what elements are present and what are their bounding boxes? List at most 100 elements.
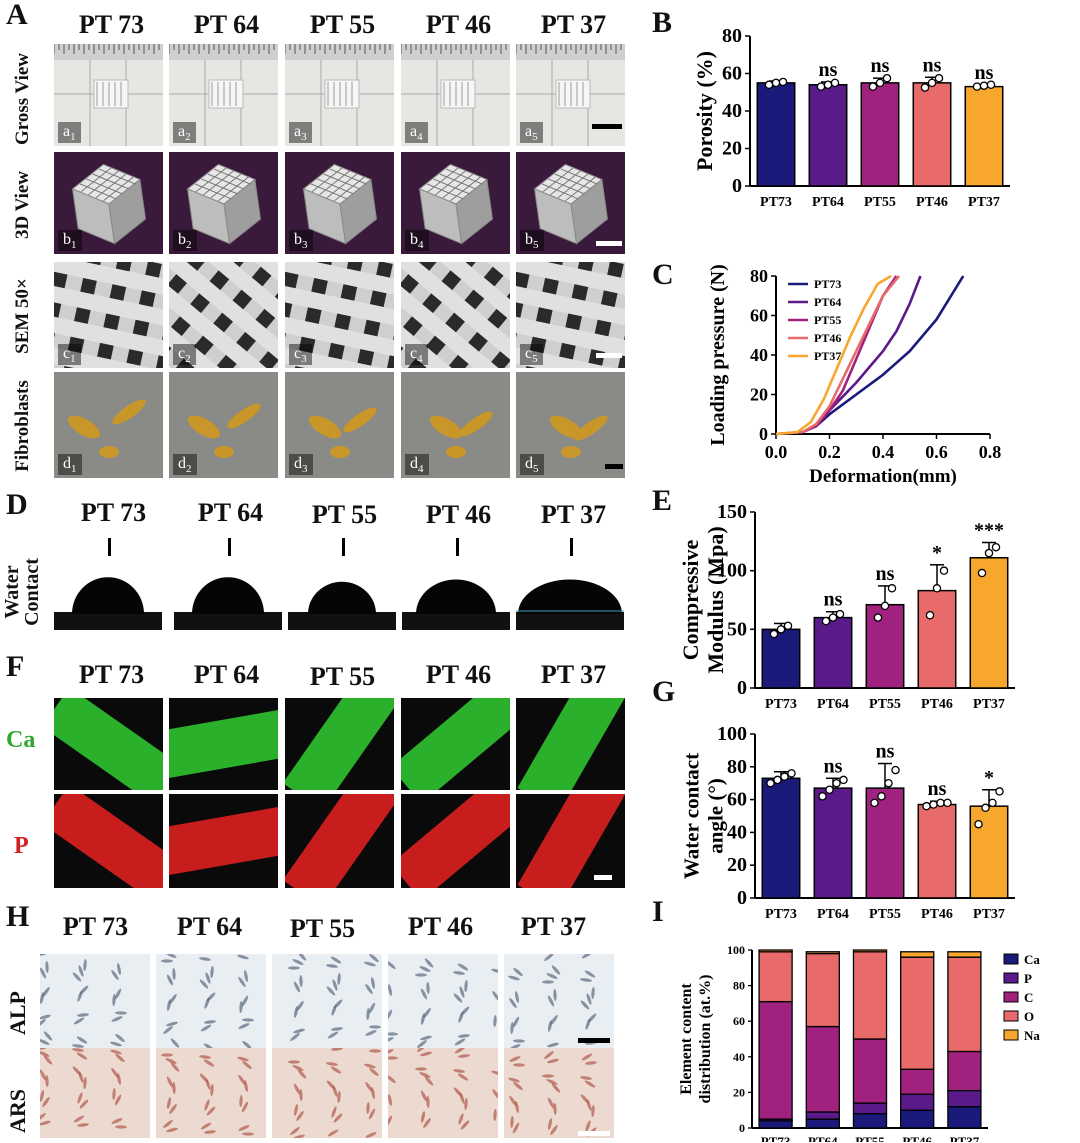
col-title-d-2: PT 64 bbox=[197, 498, 264, 527]
y-tick-label: 20 bbox=[733, 1085, 745, 1099]
chart-g-contact: Water contactangle (°) 0 20 40 60 80 100 PT73 ns… bbox=[680, 723, 1015, 922]
subpanel-label: b4 bbox=[405, 229, 429, 251]
bar-PT55 bbox=[860, 82, 900, 187]
subpanel-label: b5 bbox=[520, 229, 544, 251]
data-point bbox=[839, 775, 848, 785]
row-label-water: Water bbox=[1, 565, 23, 619]
data-point bbox=[988, 798, 997, 808]
data-point bbox=[828, 613, 838, 622]
needle bbox=[456, 538, 459, 556]
subpanel-label: a5 bbox=[520, 121, 543, 143]
legend-label: PT73 bbox=[814, 277, 841, 291]
y-axis-label: CompressiveModulus (Mpa) bbox=[680, 526, 728, 673]
data-point bbox=[875, 78, 885, 88]
eds-map-ca-2 bbox=[169, 698, 278, 790]
data-point bbox=[974, 819, 983, 829]
data-point bbox=[773, 775, 782, 785]
row-label-alp: ALP bbox=[5, 991, 30, 1035]
row-label-water-contact: Water Contact bbox=[1, 552, 43, 632]
stack-C-PT46 bbox=[900, 1068, 935, 1095]
data-point bbox=[780, 772, 789, 781]
significance-label: ns bbox=[819, 59, 838, 81]
col-title-f-2: PT 64 bbox=[193, 660, 260, 689]
droplet bbox=[308, 581, 376, 614]
data-point bbox=[821, 616, 831, 626]
subpanel-index: 1 bbox=[70, 353, 76, 365]
y-tick-label: 40 bbox=[750, 345, 768, 365]
significance-label: ns bbox=[923, 54, 942, 76]
eds-map-p-2 bbox=[169, 794, 278, 888]
legend-label: PT64 bbox=[814, 295, 841, 309]
col-title-h-3: PT 55 bbox=[289, 914, 356, 943]
image-tile-c4: c4 bbox=[401, 262, 510, 368]
subpanel-index: 4 bbox=[417, 131, 423, 143]
panel-letter-b: B bbox=[652, 6, 673, 39]
x-tick-label: PT73 bbox=[765, 907, 797, 922]
bar-PT55 bbox=[865, 603, 905, 689]
stain-alp-5 bbox=[504, 954, 614, 1048]
data-point bbox=[766, 778, 775, 788]
data-point bbox=[870, 798, 879, 808]
subpanel-letter: a bbox=[525, 122, 533, 140]
legend-label: P bbox=[1024, 971, 1032, 986]
stack-P-PT64 bbox=[805, 1111, 840, 1120]
y-tick-label: 150 bbox=[717, 501, 747, 523]
x-tick-label: 0.6 bbox=[925, 442, 948, 462]
data-point bbox=[927, 78, 937, 88]
subpanel-letter: d bbox=[63, 454, 71, 472]
subpanel-letter: a bbox=[178, 122, 186, 140]
image-tile-d3: d3 bbox=[285, 372, 394, 478]
image-tile-d1: d1 bbox=[54, 372, 163, 478]
stain-ars-2 bbox=[156, 1048, 266, 1138]
subpanel-label: d5 bbox=[520, 453, 544, 475]
eds-map-ca-4 bbox=[401, 698, 510, 790]
stack-Ca-PT55 bbox=[852, 1113, 888, 1129]
significance-label: * bbox=[932, 542, 942, 564]
image-tile-b4: b4 bbox=[401, 152, 510, 254]
stack-O-PT37 bbox=[947, 956, 982, 1053]
image-tile-d5: d5 bbox=[516, 372, 625, 478]
subpanel-label: d4 bbox=[405, 453, 429, 475]
panel-letter-d: D bbox=[6, 488, 28, 521]
y-axis-label-line: Water contact bbox=[680, 753, 703, 879]
y-tick-label: 80 bbox=[727, 756, 747, 778]
subpanel-index: 1 bbox=[71, 239, 77, 251]
data-point bbox=[771, 78, 781, 88]
col-title-d-4: PT 46 bbox=[425, 500, 492, 529]
data-point bbox=[877, 792, 886, 801]
significance-label: * bbox=[984, 767, 994, 789]
subpanel-index: 4 bbox=[417, 353, 423, 365]
row-label-ars: ARS bbox=[5, 1089, 30, 1134]
data-point bbox=[922, 801, 931, 811]
droplet bbox=[192, 577, 264, 614]
bar-PT64 bbox=[813, 616, 853, 689]
stack-P-PT46 bbox=[900, 1093, 935, 1111]
panel-letter-f: F bbox=[6, 650, 25, 683]
x-tick-label: PT55 bbox=[855, 1134, 885, 1142]
data-point bbox=[991, 542, 1001, 552]
eds-map-p-3 bbox=[285, 794, 394, 888]
bar-PT46 bbox=[912, 82, 952, 187]
y-tick-label: 100 bbox=[727, 943, 745, 957]
data-point bbox=[882, 73, 892, 83]
legend-swatch bbox=[1003, 1029, 1019, 1041]
scale-bar-fibroblasts bbox=[605, 464, 623, 469]
subpanel-letter: d bbox=[178, 454, 186, 472]
water-contact-droplets bbox=[54, 538, 624, 630]
x-tick-label: 0.4 bbox=[872, 442, 895, 462]
image-tile-c3: c3 bbox=[285, 262, 394, 368]
y-tick-label: 0 bbox=[737, 677, 747, 699]
x-tick-label: PT46 bbox=[902, 1134, 932, 1142]
subpanel-letter: c bbox=[294, 344, 302, 362]
subpanel-letter: c bbox=[525, 344, 533, 362]
scale-bar-alp bbox=[578, 1038, 610, 1043]
x-tick-label: PT55 bbox=[869, 907, 901, 922]
image-tile-d2: d2 bbox=[169, 372, 278, 478]
data-point bbox=[936, 798, 945, 808]
image-tile-c5: c5 bbox=[516, 262, 625, 368]
image-tile-a3: a3 bbox=[285, 44, 394, 146]
stack-O-PT55 bbox=[852, 951, 888, 1040]
data-point bbox=[787, 769, 796, 778]
y-tick-label: 60 bbox=[722, 63, 742, 85]
col-title-a-5: PT 37 bbox=[540, 10, 607, 39]
